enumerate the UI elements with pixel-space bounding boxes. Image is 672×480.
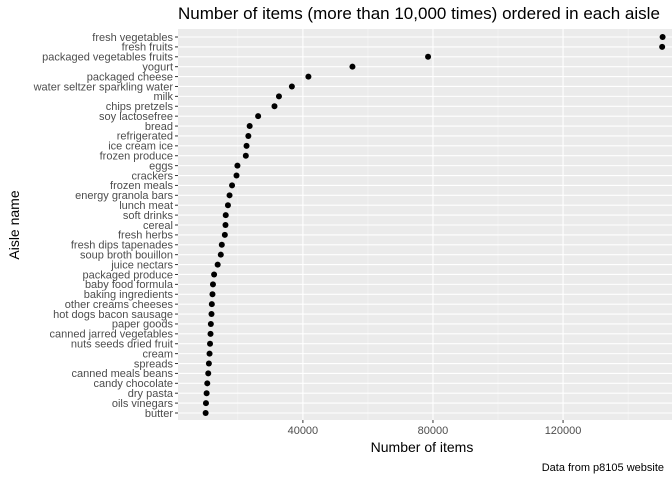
y-tick-label: packaged cheese — [87, 71, 173, 83]
y-tick-label: butter — [145, 408, 173, 420]
data-point — [207, 340, 214, 347]
y-tick-label: fresh herbs — [118, 230, 174, 242]
data-point — [245, 132, 252, 139]
data-point — [209, 281, 216, 288]
data-point — [211, 271, 218, 278]
y-tick-label: nuts seeds dried fruit — [71, 339, 173, 351]
y-tick-label: cereal — [143, 220, 173, 232]
data-point — [288, 83, 295, 90]
data-point — [207, 330, 214, 337]
data-point — [659, 34, 666, 40]
data-point — [222, 222, 229, 228]
data-point — [226, 192, 233, 199]
data-point — [246, 123, 253, 130]
y-tick-label: soft drinks — [123, 210, 174, 222]
y-axis-title: Aisle name — [6, 190, 22, 259]
data-point — [224, 202, 231, 209]
data-point — [209, 291, 216, 298]
y-tick-label: refrigerated — [117, 131, 173, 143]
y-tick-label: bread — [145, 121, 173, 133]
data-point — [205, 360, 212, 367]
data-point — [222, 212, 229, 219]
y-tick-label: soup broth bouillon — [80, 249, 173, 261]
data-point — [659, 43, 666, 50]
y-tick-label: crackers — [131, 170, 173, 182]
y-tick-label: yogurt — [142, 61, 173, 73]
y-tick-label: canned jarred vegetables — [49, 329, 173, 341]
data-point — [214, 261, 221, 268]
y-tick-label: frozen meals — [110, 180, 173, 192]
chart-title: Number of items (more than 10,000 times)… — [178, 4, 660, 23]
y-tick-label: fresh dips tapenades — [71, 240, 174, 252]
data-point — [242, 152, 249, 159]
data-point — [275, 93, 282, 100]
y-tick-label: other creams cheeses — [65, 299, 174, 311]
y-tick-label: packaged vegetables fruits — [42, 52, 173, 64]
y-tick-label: canned meals beans — [71, 368, 173, 380]
y-tick-label: baking ingredients — [84, 289, 174, 301]
y-tick-label: packaged produce — [82, 269, 173, 281]
y-tick-label: milk — [153, 91, 173, 103]
data-point — [218, 241, 225, 248]
y-tick-label: soy lactosefree — [99, 111, 173, 123]
data-point — [205, 370, 212, 377]
y-tick-label: cream — [142, 348, 173, 360]
data-point — [208, 301, 215, 308]
data-point — [243, 142, 250, 149]
data-point — [229, 182, 236, 189]
data-point — [234, 162, 241, 169]
data-point — [208, 311, 215, 318]
y-tick-label: frozen produce — [100, 151, 173, 163]
data-point — [206, 350, 213, 357]
y-tick-label: fresh vegetables — [92, 32, 173, 44]
data-point — [233, 172, 240, 179]
data-point — [221, 231, 228, 238]
caption: Data from p8105 website — [542, 462, 664, 474]
data-point — [425, 53, 432, 60]
y-tick-label: candy chocolate — [94, 378, 174, 390]
grid-major — [178, 29, 672, 420]
data-point — [203, 390, 210, 397]
x-tick-label: 120000 — [545, 425, 582, 437]
data-point — [255, 113, 262, 120]
y-tick-label: dry pasta — [128, 388, 174, 400]
y-tick-label: fresh fruits — [122, 42, 174, 54]
x-tick-label: 80000 — [418, 425, 449, 437]
y-tick-label: water seltzer sparkling water — [33, 81, 174, 93]
y-tick-label: hot dogs bacon sausage — [53, 309, 173, 321]
data-point — [217, 251, 224, 258]
data-point — [305, 73, 312, 80]
x-axis-title: Number of items — [371, 439, 474, 455]
data-point — [271, 103, 278, 110]
x-tick-label: 40000 — [288, 425, 319, 437]
data-points — [202, 34, 666, 416]
x-axis-ticks: 40000 80000 120000 — [288, 420, 582, 437]
data-point — [349, 63, 356, 70]
data-point — [204, 380, 211, 387]
y-tick-label: oils vinegars — [112, 398, 174, 410]
data-point — [202, 400, 209, 407]
data-point — [207, 320, 214, 327]
y-tick-label: ice cream ice — [108, 141, 173, 153]
y-tick-label: juice nectars — [110, 259, 173, 271]
y-tick-label: eggs — [149, 160, 173, 172]
y-tick-label: chips pretzels — [106, 101, 174, 113]
y-tick-label: energy granola bars — [75, 190, 173, 202]
y-tick-label: lunch meat — [119, 200, 173, 212]
y-tick-label: paper goods — [112, 319, 174, 331]
data-point — [202, 410, 209, 416]
y-tick-label: spreads — [134, 358, 174, 370]
y-tick-label: baby food formula — [85, 279, 174, 291]
